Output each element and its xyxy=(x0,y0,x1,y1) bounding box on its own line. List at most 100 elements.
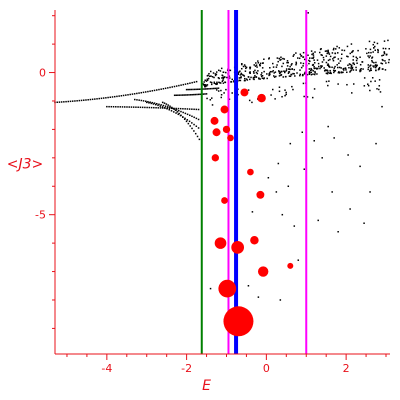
data-point xyxy=(133,93,136,95)
data-point xyxy=(253,72,255,74)
data-point xyxy=(373,61,375,64)
data-point xyxy=(312,73,314,75)
data-point xyxy=(74,100,76,102)
data-point xyxy=(369,89,371,92)
data-point xyxy=(286,65,289,67)
data-point xyxy=(290,73,293,76)
data-point xyxy=(287,72,290,75)
data-point xyxy=(206,97,208,100)
data-point xyxy=(301,131,304,133)
data-point xyxy=(378,66,381,69)
data-point xyxy=(359,165,361,168)
data-point xyxy=(374,64,377,66)
data-point xyxy=(352,83,355,85)
data-point xyxy=(186,82,189,85)
data-point xyxy=(355,56,358,59)
data-point xyxy=(249,67,251,70)
data-point xyxy=(187,88,189,91)
data-point xyxy=(338,72,341,74)
data-point xyxy=(313,66,315,68)
highlighted-point xyxy=(211,154,219,162)
data-point xyxy=(337,66,339,69)
data-point xyxy=(381,62,384,65)
data-point xyxy=(149,90,151,92)
data-point xyxy=(340,57,343,60)
data-point xyxy=(231,78,233,81)
data-point xyxy=(280,74,283,76)
data-point xyxy=(231,92,233,94)
data-point xyxy=(327,50,329,53)
data-point xyxy=(210,83,213,86)
data-point xyxy=(164,105,167,107)
data-point xyxy=(272,66,275,68)
data-point xyxy=(161,106,164,108)
data-point xyxy=(315,67,317,69)
data-point xyxy=(283,58,286,60)
data-point xyxy=(307,54,309,56)
data-point xyxy=(293,68,296,71)
data-point xyxy=(184,108,186,110)
data-point xyxy=(187,122,190,125)
data-point xyxy=(142,100,145,102)
data-point xyxy=(350,43,353,45)
data-point xyxy=(112,106,115,108)
data-point xyxy=(285,93,287,96)
data-point xyxy=(365,48,367,50)
x-axis-title: E xyxy=(202,378,211,394)
data-point xyxy=(147,90,149,93)
data-point xyxy=(362,68,364,70)
data-point xyxy=(338,71,340,73)
highlighted-point xyxy=(247,168,254,176)
data-point xyxy=(113,95,116,98)
data-point xyxy=(333,71,335,74)
data-point xyxy=(359,70,361,73)
data-point xyxy=(150,102,152,105)
highlighted-point xyxy=(222,125,231,134)
data-point xyxy=(254,69,256,72)
data-point xyxy=(183,94,185,96)
data-point xyxy=(154,103,157,106)
data-point xyxy=(226,76,228,79)
data-point xyxy=(211,87,213,90)
data-point xyxy=(320,66,322,69)
data-point xyxy=(310,73,313,76)
data-point xyxy=(321,65,323,67)
data-point xyxy=(273,72,275,74)
data-point xyxy=(363,222,365,224)
data-point xyxy=(299,73,301,76)
data-point xyxy=(382,47,385,50)
data-point xyxy=(349,208,351,210)
data-point xyxy=(281,70,283,73)
data-point xyxy=(281,95,283,98)
data-point xyxy=(130,106,133,108)
data-point xyxy=(269,67,271,69)
highlighted-point xyxy=(257,266,269,277)
data-point xyxy=(316,73,318,75)
data-point xyxy=(220,96,223,99)
data-point xyxy=(327,84,329,87)
data-point xyxy=(343,69,345,71)
data-point xyxy=(313,88,316,90)
data-point xyxy=(195,88,197,91)
data-point xyxy=(178,94,181,96)
data-point xyxy=(199,93,201,96)
highlighted-point xyxy=(231,241,245,254)
data-point xyxy=(89,98,92,101)
data-point xyxy=(359,68,362,71)
data-point xyxy=(142,91,145,94)
data-point xyxy=(219,70,222,72)
data-point xyxy=(207,74,209,77)
data-point xyxy=(191,115,193,118)
data-point xyxy=(189,114,191,117)
data-point xyxy=(308,62,310,65)
data-point xyxy=(58,101,61,103)
data-point xyxy=(288,68,290,70)
data-point xyxy=(221,74,224,77)
data-point xyxy=(318,51,321,54)
data-point xyxy=(215,71,218,73)
data-point xyxy=(145,100,147,103)
data-point xyxy=(337,58,340,60)
data-point xyxy=(328,53,331,55)
data-point xyxy=(369,55,371,57)
data-point xyxy=(302,56,305,58)
